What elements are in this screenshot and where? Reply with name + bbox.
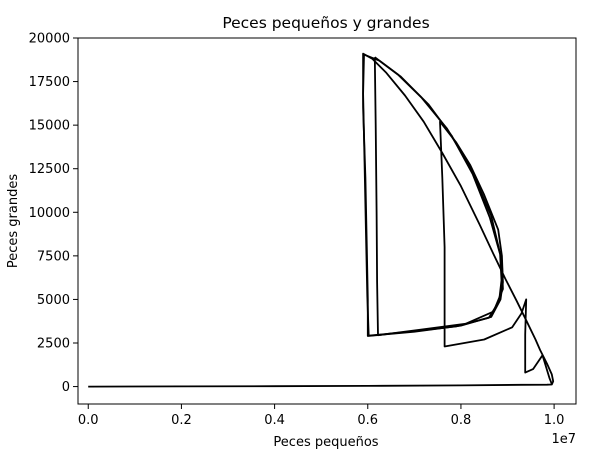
x-tick-label: 0.8 (451, 413, 472, 428)
y-tick-label: 7500 (37, 249, 70, 264)
y-tick-label: 12500 (29, 162, 70, 177)
series-line-2 (373, 56, 504, 337)
x-tick-label: 0.6 (357, 413, 378, 428)
x-axis-label: Peces pequeños (273, 435, 378, 450)
y-tick-label: 5000 (37, 293, 70, 308)
y-tick-label: 2500 (37, 337, 70, 352)
plot-frame (77, 37, 577, 405)
x-tick-label: 0.2 (171, 413, 192, 428)
x-tick-label: 0.0 (78, 413, 99, 428)
y-tick-label: 20000 (29, 32, 70, 47)
y-tick-label: 15000 (29, 119, 70, 134)
series-line-1 (88, 52, 555, 388)
series-layer (88, 52, 555, 388)
x-axis-ticks: 0.0 0.2 0.4 0.6 0.8 1.0 (78, 404, 565, 428)
chart-title: Peces pequeños y grandes (222, 14, 429, 32)
x-tick-label: 1.0 (544, 413, 565, 428)
y-axis-ticks: 0 2500 5000 7500 10000 12500 15000 17500 20000 (29, 32, 78, 395)
y-axis-label: Peces grandes (6, 174, 21, 268)
y-tick-label: 17500 (29, 75, 70, 90)
y-tick-label: 10000 (29, 206, 70, 221)
series-line-3 (362, 53, 503, 337)
y-tick-label: 0 (62, 380, 70, 395)
x-offset-label: 1e7 (551, 432, 576, 447)
x-tick-label: 0.4 (264, 413, 285, 428)
